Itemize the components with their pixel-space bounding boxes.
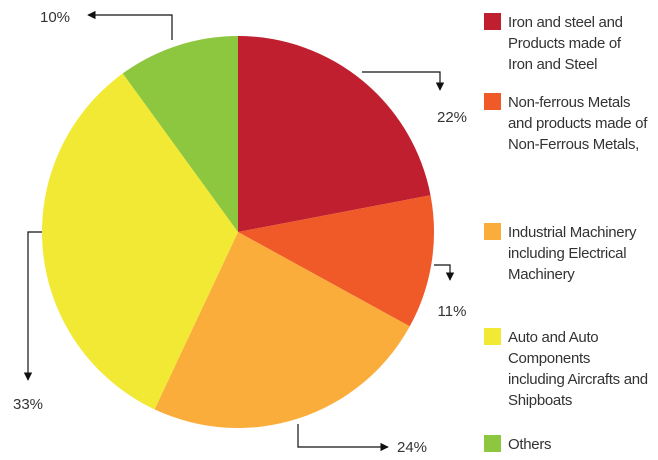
legend-label: Non-ferrous Metals and products made of … (508, 94, 648, 153)
legend-label: Auto and Auto Components including Aircr… (508, 329, 648, 409)
data-label: 22% (437, 109, 467, 126)
legend-item: Iron and steel and Products made of Iron… (484, 12, 656, 75)
pie (41, 36, 434, 428)
pie-slice (154, 232, 410, 428)
legend-label: Industrial Machinery including Electrica… (508, 224, 637, 283)
legend-item: Others (484, 434, 656, 455)
pie-slice (41, 73, 238, 410)
legend-swatch (484, 223, 501, 240)
legend-swatch (484, 328, 501, 345)
data-label: 11% (438, 303, 467, 320)
legend-item: Industrial Machinery including Electrica… (484, 222, 656, 285)
leader-line (87, 10, 173, 40)
pie-slice (238, 36, 431, 232)
legend-swatch (484, 435, 501, 452)
leader-line (23, 231, 42, 381)
pie-slice (122, 36, 238, 232)
pie-slice (238, 195, 434, 327)
leader-lines (23, 10, 455, 452)
data-label: 10% (40, 9, 70, 26)
data-label: 33% (13, 396, 43, 413)
legend-swatch (484, 13, 501, 30)
legend-label: Iron and steel and Products made of Iron… (508, 14, 623, 73)
legend-label: Others (508, 436, 552, 453)
legend-item: Non-ferrous Metals and products made of … (484, 92, 656, 155)
legend-item: Auto and Auto Components including Aircr… (484, 327, 656, 411)
data-label: 24% (397, 439, 427, 456)
leader-line (434, 264, 455, 281)
leader-line (297, 424, 389, 452)
legend-swatch (484, 93, 501, 110)
leader-line (362, 71, 445, 91)
